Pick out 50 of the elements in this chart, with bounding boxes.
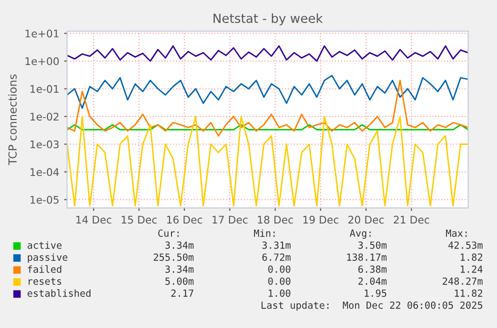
text: Cur: — [158, 229, 179, 237]
legend-label: established — [28, 289, 90, 297]
x-tick-label: 17 Dec — [212, 216, 248, 224]
x-tick-label: 19 Dec — [303, 216, 338, 224]
line-series — [67, 74, 468, 109]
text: Avg: — [350, 230, 371, 239]
text: 0.00 — [268, 265, 290, 273]
legend-label: active — [28, 241, 62, 249]
text: 1.82 — [460, 253, 482, 261]
line-series — [67, 45, 468, 62]
y-tick-label: 1e-03 — [30, 140, 59, 148]
y-tick-label: 1e+01 — [26, 30, 58, 38]
y-tick-label: 1e-02 — [30, 112, 58, 121]
text: 1.24 — [460, 265, 483, 273]
x-tick-label: 15 Dec — [122, 216, 157, 224]
x-tick-label: 18 Dec — [258, 216, 293, 224]
legend-label: passive — [28, 253, 68, 263]
chart-title: Netstat - by week — [214, 13, 323, 26]
line-series — [67, 80, 468, 137]
legend-label: failed — [28, 265, 62, 273]
text: 0.00 — [268, 277, 290, 285]
text: 3.34m — [165, 241, 194, 249]
x-tick-label: 20 Dec — [348, 216, 384, 224]
text: 6.72m — [262, 253, 291, 261]
x-tick-label: 21 Dec — [394, 216, 430, 224]
text: 255.50m — [154, 253, 194, 261]
text: 3.34m — [165, 265, 194, 273]
text: 2.04m — [358, 277, 387, 285]
text: 1.00 — [268, 289, 290, 297]
text: 138.17m — [347, 253, 387, 261]
text: 2.17 — [171, 289, 194, 297]
y-tick-label: 1e-05 — [30, 196, 59, 204]
x-tick-label: 16 Dec — [167, 216, 202, 224]
text: 42.53m — [448, 241, 483, 249]
y-axis-title: TCP connections — [8, 74, 17, 166]
text: 3.31m — [262, 241, 291, 249]
text: Min: — [254, 229, 275, 237]
text: Max: — [446, 230, 467, 237]
y-tick-label: 1e-01 — [30, 85, 58, 93]
text: 6.38m — [358, 265, 387, 273]
text: 11.82 — [454, 289, 482, 297]
legend-label: resets — [28, 278, 62, 285]
text: 1.95 — [364, 289, 386, 297]
y-tick-label: 1e+00 — [26, 57, 59, 66]
y-tick-label: 1e-04 — [30, 168, 59, 176]
text: 3.50m — [358, 241, 387, 249]
text: 248.27m — [442, 277, 483, 285]
text: Last update: Mon Dec 22 06:00:05 2025 — [262, 301, 482, 311]
text: 5.00m — [165, 277, 194, 285]
x-tick-label: 14 Dec — [76, 216, 112, 224]
